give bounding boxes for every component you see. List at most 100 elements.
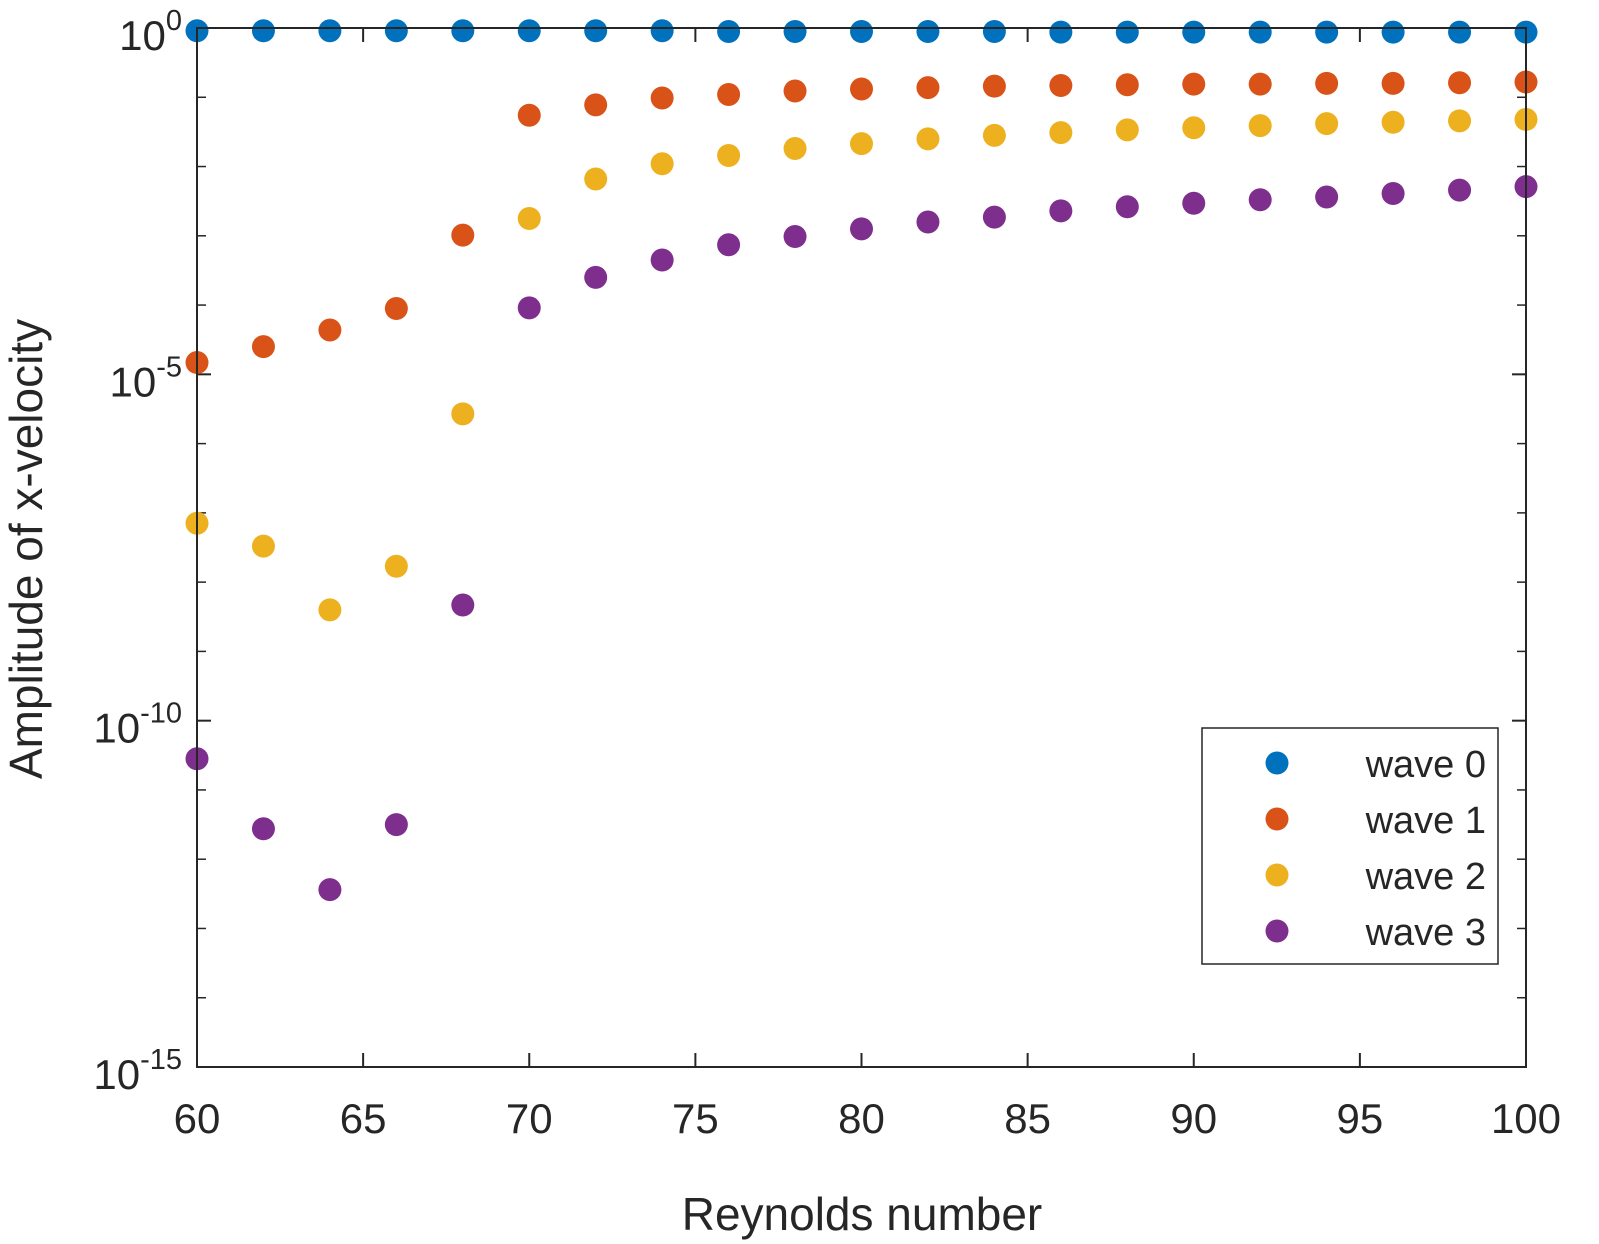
- legend-item: wave 1: [1265, 800, 1486, 842]
- y-tick-label: 10-5: [109, 351, 182, 405]
- data-point: [1049, 73, 1073, 97]
- data-point: [451, 593, 475, 617]
- data-point: [916, 76, 940, 100]
- data-point: [1248, 72, 1272, 96]
- data-point: [717, 82, 741, 106]
- y-tick-label: 10-15: [93, 1044, 182, 1098]
- data-point: [1049, 20, 1073, 44]
- data-point: [318, 19, 342, 43]
- data-point: [251, 335, 275, 359]
- x-tick-label: 95: [1337, 1095, 1384, 1142]
- data-point: [1448, 109, 1472, 133]
- data-point: [1248, 188, 1272, 212]
- x-tick-label: 100: [1491, 1095, 1561, 1142]
- y-tick-label: 100: [119, 5, 182, 59]
- data-point: [384, 554, 408, 578]
- x-tick-label: 70: [506, 1095, 553, 1142]
- series-wave-0: [185, 19, 1538, 44]
- legend-marker: [1265, 863, 1289, 887]
- data-point: [1248, 20, 1272, 44]
- data-point: [584, 167, 608, 191]
- legend-label: wave 2: [1365, 856, 1486, 898]
- data-point: [1381, 71, 1405, 95]
- data-point: [850, 77, 873, 101]
- data-point: [1315, 185, 1339, 209]
- data-point: [451, 223, 475, 247]
- x-tick-label: 65: [340, 1095, 387, 1142]
- legend-box: [1201, 727, 1499, 965]
- data-point: [850, 132, 873, 156]
- data-point: [650, 248, 674, 272]
- legend-marker: [1265, 919, 1289, 943]
- data-point: [982, 123, 1006, 147]
- data-point: [517, 296, 541, 320]
- legend-label: wave 0: [1365, 744, 1486, 786]
- data-point: [650, 19, 674, 43]
- data-point: [1049, 121, 1073, 145]
- x-tick-label: 60: [174, 1095, 221, 1142]
- series-wave-1: [185, 70, 1538, 375]
- data-point: [318, 318, 342, 342]
- data-point: [1315, 71, 1339, 95]
- series-wave-3: [185, 175, 1538, 902]
- x-tick-labels: 60 65 70 75 80 85 90 95 100: [174, 1095, 1561, 1142]
- data-point: [717, 143, 741, 167]
- data-point: [916, 127, 940, 151]
- data-point: [650, 152, 674, 176]
- data-point: [1115, 73, 1139, 97]
- data-point: [982, 74, 1006, 98]
- data-point: [517, 103, 541, 127]
- y-axis-label: Amplitude of x-velocity: [0, 319, 52, 779]
- data-point: [1182, 191, 1206, 215]
- legend: wave 0 wave 1 wave 2 wave 3: [1201, 727, 1499, 965]
- data-point: [916, 19, 940, 43]
- data-point: [1448, 71, 1472, 95]
- legend-marker: [1265, 807, 1289, 831]
- data-point: [650, 86, 674, 110]
- data-point: [451, 19, 475, 43]
- data-point: [1182, 116, 1206, 140]
- data-point: [1115, 20, 1139, 44]
- x-tick-label: 80: [838, 1095, 885, 1142]
- y-tick-label: 10-10: [93, 698, 182, 752]
- x-tick-label: 90: [1170, 1095, 1217, 1142]
- x-tick-label: 85: [1004, 1095, 1051, 1142]
- legend-label: wave 3: [1365, 912, 1486, 954]
- data-point: [384, 19, 408, 43]
- data-point: [517, 206, 541, 230]
- plot-area-frame: [196, 27, 1527, 1068]
- data-point: [1248, 114, 1272, 138]
- data-point: [982, 19, 1006, 43]
- legend-label: wave 1: [1365, 800, 1486, 842]
- data-point: [584, 93, 608, 117]
- data-point: [584, 19, 608, 43]
- data-point: [1049, 199, 1073, 223]
- data-points: [185, 19, 1538, 902]
- data-point: [850, 19, 873, 43]
- legend-items: wave 0 wave 1 wave 2 wave 3: [1265, 744, 1486, 954]
- data-point: [251, 19, 275, 43]
- data-point: [783, 224, 807, 248]
- data-point: [1182, 20, 1206, 44]
- data-point: [1115, 195, 1139, 219]
- data-point: [783, 79, 807, 103]
- data-point: [584, 265, 608, 289]
- data-point: [717, 19, 741, 43]
- data-point: [517, 19, 541, 43]
- legend-item: wave 3: [1265, 912, 1486, 954]
- data-point: [1448, 178, 1472, 202]
- data-point: [1381, 110, 1405, 134]
- data-point: [251, 534, 275, 558]
- data-point: [1115, 118, 1139, 142]
- data-point: [1315, 20, 1339, 44]
- series-wave-2: [185, 107, 1538, 622]
- data-point: [1381, 20, 1405, 44]
- legend-item: wave 0: [1265, 744, 1486, 786]
- data-point: [717, 233, 741, 257]
- data-point: [1381, 182, 1405, 206]
- legend-marker: [1265, 751, 1289, 775]
- data-point: [318, 878, 342, 902]
- x-tick-label: 75: [672, 1095, 719, 1142]
- data-point: [451, 402, 475, 426]
